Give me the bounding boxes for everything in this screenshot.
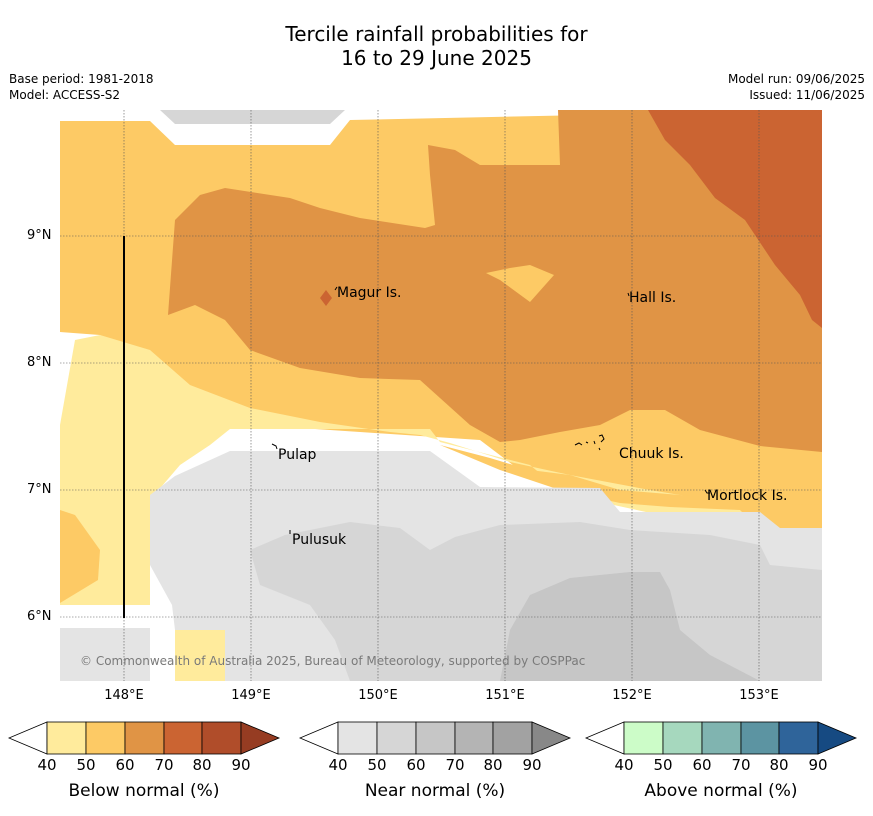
legend-tick: 70: [154, 756, 174, 774]
legend-tick: 90: [231, 756, 251, 774]
region-below-60-70: [168, 110, 822, 452]
legend-near-normal: [298, 721, 572, 755]
lon-label-151e: 151°E: [485, 688, 525, 703]
lon-label-149e: 149°E: [231, 688, 271, 703]
lon-label-150e: 150°E: [358, 688, 398, 703]
legend-tick: 60: [115, 756, 135, 774]
legend-below-box-4: [163, 721, 203, 755]
legend-tick: 70: [445, 756, 465, 774]
map-title: Tercile rainfall probabilities for 16 to…: [0, 22, 873, 70]
legend-near-upper-arrow: [531, 721, 572, 755]
region-near-top: [160, 110, 345, 124]
island-marks: [271, 286, 710, 534]
legend-below-box-1: [46, 721, 87, 755]
region-below-40-50-west: [60, 335, 750, 605]
legend-near-box-3: [415, 721, 456, 755]
legend-tick: 80: [192, 756, 212, 774]
title-line-1: Tercile rainfall probabilities for: [285, 22, 588, 46]
legend-near-box-5: [492, 721, 533, 755]
meta-right: Model run: 09/06/2025 Issued: 11/06/2025: [728, 71, 865, 103]
lon-label-152e: 152°E: [612, 688, 652, 703]
region-near-60-70: [500, 572, 760, 681]
legend-tick: 50: [653, 756, 673, 774]
region-below-bottom-yellow: [175, 630, 225, 681]
region-below-50-60-hole: [486, 265, 554, 302]
legend-tick: 80: [483, 756, 503, 774]
legend-bars: [7, 721, 858, 755]
legend-title-near: Near normal (%): [364, 781, 506, 801]
legend-tick: 90: [522, 756, 542, 774]
legend-below-box-3: [124, 721, 165, 755]
issued-date: Issued: 11/06/2025: [749, 88, 865, 102]
place-label-hall: Hall Is.: [629, 290, 677, 306]
place-label-mortlock: Mortlock Is.: [707, 488, 788, 504]
place-label-pulusuk: Pulusuk: [292, 532, 347, 548]
legend-below-upper-arrow: [240, 721, 281, 755]
lat-label-6n: 6°N: [27, 609, 52, 624]
legend-below-box-5: [201, 721, 242, 755]
model-name: Model: ACCESS-S2: [9, 88, 121, 102]
title-line-2: 16 to 29 June 2025: [341, 46, 532, 70]
legend-above-box-4: [740, 721, 780, 755]
legend-above-upper-arrow: [817, 721, 858, 755]
legend-below-lower-arrow: [7, 721, 48, 755]
meta-left: Base period: 1981-2018 Model: ACCESS-S2: [9, 71, 154, 103]
region-near-bottom-left: [60, 628, 150, 681]
legend-tick: 50: [367, 756, 387, 774]
legend-near-box-2: [376, 721, 417, 755]
region-below-70-80: [648, 110, 822, 328]
legend-near-lower-arrow: [298, 721, 339, 755]
lon-label-148e: 148°E: [104, 688, 144, 703]
legend-tick: 40: [328, 756, 348, 774]
region-below-50-60-southeast: [440, 445, 822, 530]
legend-tick: 80: [769, 756, 789, 774]
model-run: Model run: 09/06/2025: [727, 72, 865, 86]
lat-label-7n: 7°N: [27, 482, 52, 497]
legend-title-below: Below normal (%): [68, 781, 220, 801]
region-below-70-80-spot: [320, 290, 332, 306]
place-label-pulap: Pulap: [278, 447, 317, 463]
legend-tick: 60: [406, 756, 426, 774]
place-label-chuuk: Chuuk Is.: [619, 446, 684, 462]
copyright-notice: © Commonwealth of Australia 2025, Bureau…: [80, 654, 586, 668]
legend-above-lower-arrow: [584, 721, 625, 755]
legend-tick: 90: [808, 756, 828, 774]
legend-above-box-2: [662, 721, 703, 755]
legend-above-normal: [584, 721, 858, 755]
legend-tick: 60: [692, 756, 712, 774]
legend-below-normal: [7, 721, 281, 755]
legend-near-box-1: [337, 721, 378, 755]
map-svg: [60, 110, 822, 681]
lat-label-9n: 9°N: [27, 228, 52, 243]
place-label-magur: Magur Is.: [337, 285, 402, 301]
legend-above-box-5: [778, 721, 819, 755]
legend-tick: 40: [37, 756, 57, 774]
lat-label-8n: 8°N: [27, 355, 52, 370]
legend-tick: 50: [76, 756, 96, 774]
lon-label-153e: 153°E: [739, 688, 779, 703]
legend-above-box-1: [623, 721, 664, 755]
base-period: Base period: 1981-2018: [9, 72, 154, 86]
legend-above-box-3: [701, 721, 742, 755]
legend-below-box-2: [85, 721, 126, 755]
region-below-50-60-southwest: [60, 510, 100, 603]
legend-near-box-4: [454, 721, 494, 755]
legend-tick: 70: [731, 756, 751, 774]
legend-title-above: Above normal (%): [644, 781, 798, 801]
legend-tick: 40: [614, 756, 634, 774]
probability-map: [60, 110, 822, 681]
